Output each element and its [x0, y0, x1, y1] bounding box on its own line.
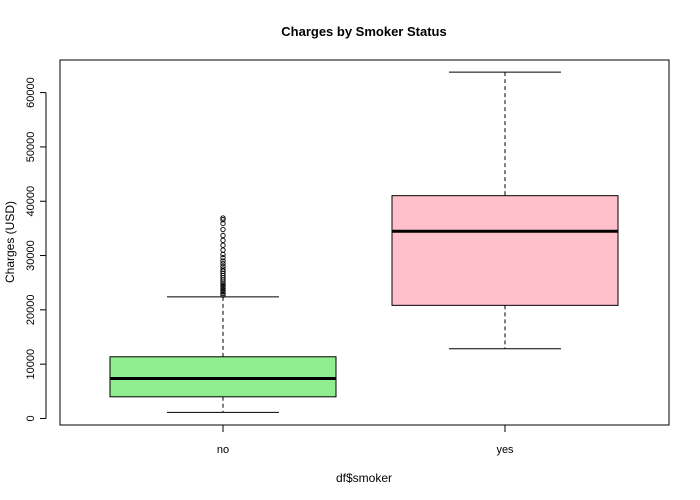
outlier-point — [220, 220, 226, 227]
y-tick-label: 30000 — [25, 240, 37, 271]
outlier-point — [220, 287, 226, 293]
outlier-point — [220, 289, 226, 295]
outlier-point — [220, 242, 226, 248]
outlier-point — [220, 258, 226, 264]
x-tick-label: no — [217, 444, 229, 456]
outlier-point — [220, 226, 226, 233]
y-tick-label: 40000 — [25, 186, 37, 217]
outlier-point — [220, 255, 226, 261]
boxes-layer — [109, 71, 619, 413]
y-axis: 0 10000 20000 30000 40000 50000 60000 — [25, 77, 47, 422]
outlier-point — [220, 284, 226, 290]
y-tick-label: 0 — [25, 415, 37, 421]
box-group-no — [109, 215, 337, 413]
y-tick-label: 20000 — [25, 295, 37, 326]
outlier-point — [220, 292, 226, 298]
y-tick-label: 50000 — [25, 132, 37, 163]
y-tick-label: 10000 — [25, 349, 37, 380]
outlier-point — [220, 286, 226, 292]
box-no — [109, 356, 337, 398]
outlier-point — [220, 263, 226, 270]
chart-title: Charges by Smoker Status — [281, 24, 446, 39]
outlier-point — [220, 281, 226, 287]
outlier-point — [220, 290, 226, 297]
y-tick-label: 60000 — [25, 77, 37, 108]
outlier-point — [220, 217, 226, 223]
outlier-point — [220, 268, 226, 274]
outlier-point — [220, 261, 226, 267]
outlier-point — [220, 232, 226, 239]
outlier-point — [220, 266, 226, 272]
outlier-point — [220, 237, 226, 243]
box-group-yes — [391, 71, 619, 350]
outlier-point — [220, 247, 226, 253]
outlier-point — [220, 215, 226, 221]
x-axis: no yes — [217, 424, 514, 456]
x-tick-label: yes — [496, 444, 514, 456]
y-axis-label: Charges (USD) — [3, 201, 17, 283]
outlier-point — [220, 282, 226, 289]
x-axis-label: df$smoker — [336, 471, 392, 485]
box-yes — [391, 195, 619, 306]
